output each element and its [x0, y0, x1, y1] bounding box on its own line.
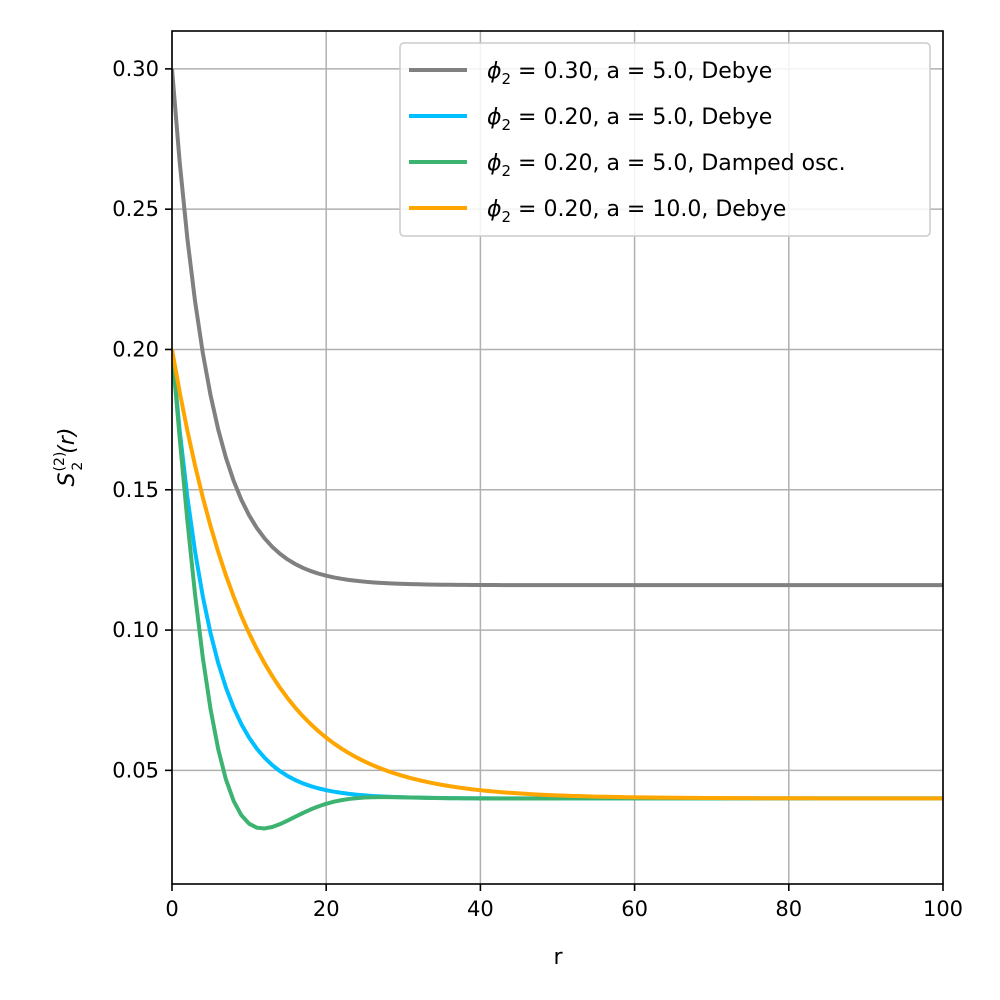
x-tick-label: 0: [165, 897, 178, 921]
y-axis-label-sup: (2): [52, 452, 68, 472]
x-tick-label: 80: [775, 897, 802, 921]
y-tick-label: 0.20: [112, 337, 159, 361]
y-axis-label-main: S: [55, 472, 80, 486]
y-axis-label: S(2) 2 (r): [52, 428, 86, 487]
legend-label-1: ϕ2 = 0.30, a = 5.0, Debye: [487, 59, 772, 88]
x-tick-label: 20: [313, 897, 340, 921]
y-tick-label: 0.25: [112, 197, 159, 221]
y-tick-label: 0.10: [112, 618, 159, 642]
y-axis-label-sub: 2: [70, 462, 86, 471]
legend-label-3: ϕ2 = 0.20, a = 5.0, Damped osc.: [487, 151, 846, 180]
x-axis-label: r: [553, 945, 563, 970]
svg-text:S(2)2(r): S(2) 2 (r): [52, 428, 86, 487]
legend-box: [399, 42, 931, 237]
legend-label-2: ϕ2 = 0.20, a = 5.0, Debye: [487, 105, 772, 134]
plot-frame: [171, 30, 944, 885]
y-tick-label: 0.05: [112, 758, 159, 782]
x-tick-label: 60: [621, 897, 648, 921]
series-group: [172, 68, 943, 831]
y-tick-label: 0.30: [112, 57, 159, 81]
legend-label-4: ϕ2 = 0.20, a = 10.0, Debye: [487, 197, 786, 226]
x-tick-label: 100: [923, 897, 963, 921]
series-line-1: [172, 68, 943, 588]
series-line-4: [172, 349, 943, 801]
legend: ϕ2 = 0.30, a = 5.0, Debye ϕ2 = 0.20, a = …: [399, 42, 931, 237]
ticks: 0 20 40 60 80 100 0.05 0.10 0.15 0.20 0.25 0.30: [112, 57, 963, 921]
y-tick-label: 0.15: [112, 478, 159, 502]
x-tick-label: 40: [467, 897, 494, 921]
y-axis-label-arg: (r): [55, 428, 80, 454]
